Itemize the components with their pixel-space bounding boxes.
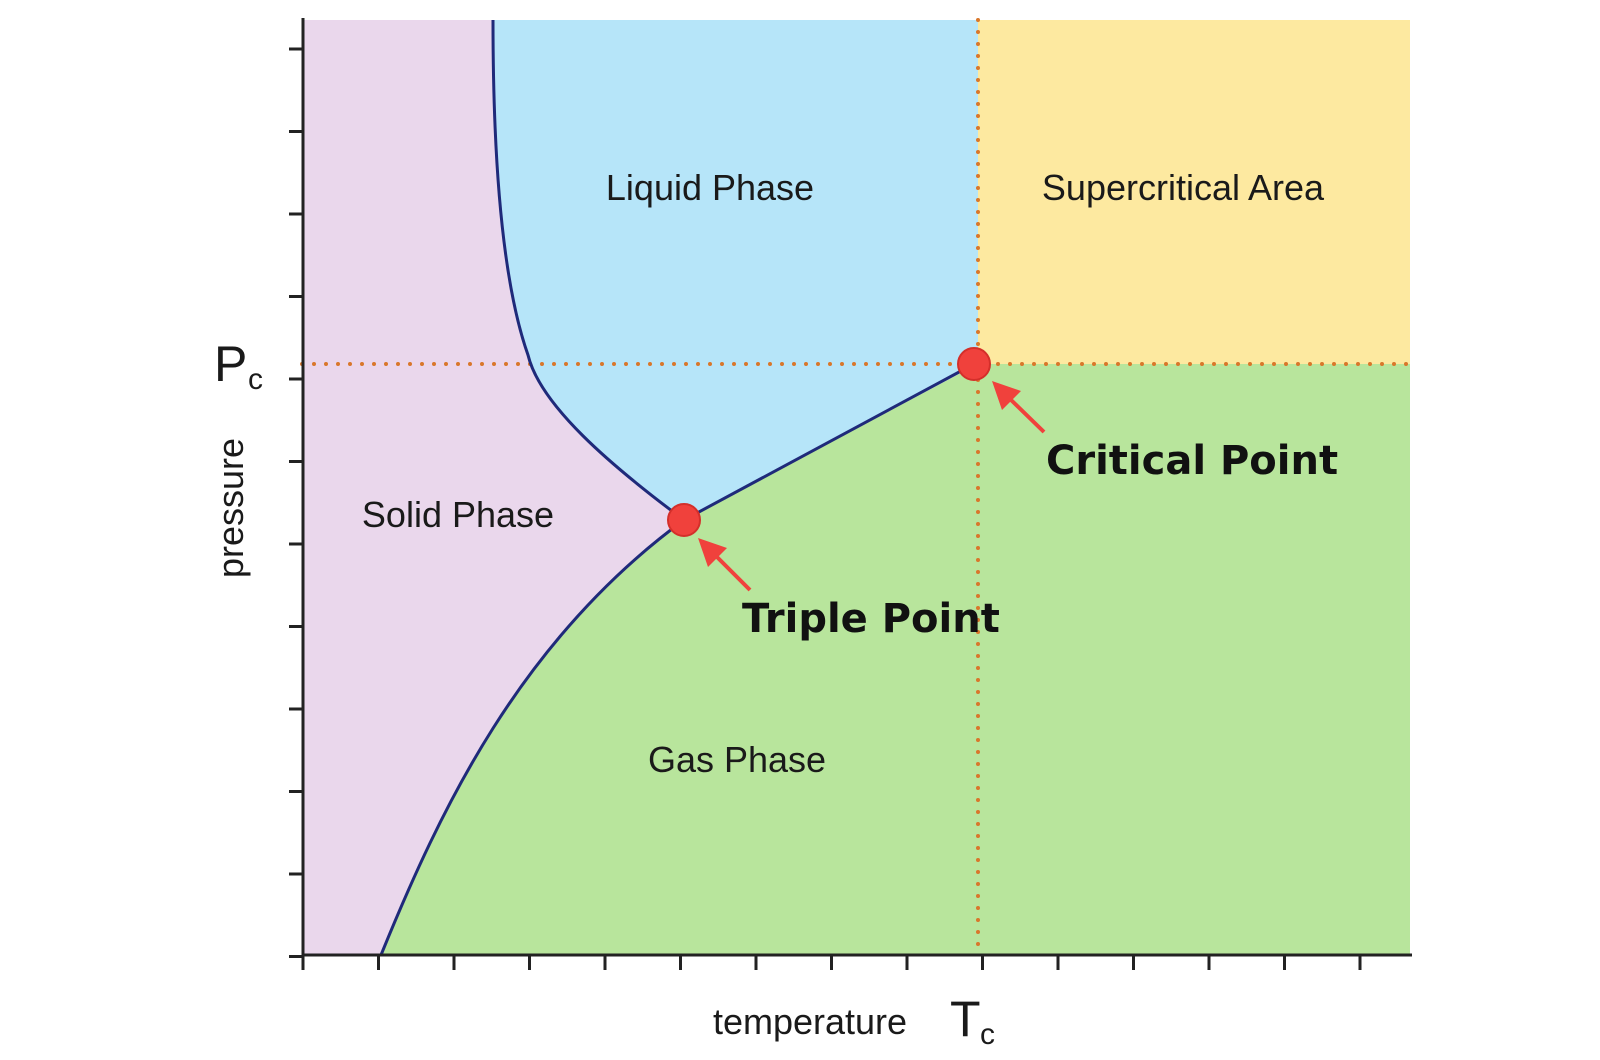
gas-phase-region xyxy=(381,364,1410,955)
critical-point-label: Critical Point xyxy=(1046,438,1338,484)
triple-point-arrow xyxy=(711,551,752,592)
pc-symbol: P xyxy=(214,336,247,392)
critical-point-arrow-head xyxy=(992,381,1021,410)
tc-symbol: T xyxy=(950,991,981,1047)
liquid-phase-label: Liquid Phase xyxy=(606,167,814,208)
pc-subscript: c xyxy=(248,363,263,396)
critical-point-arrow xyxy=(1005,394,1046,434)
liquid-phase-region xyxy=(493,20,978,520)
triple-point-marker xyxy=(667,503,701,537)
y-axis-ticks xyxy=(289,47,303,958)
y-axis-label: pressure xyxy=(210,438,251,578)
tc-subscript: c xyxy=(980,1018,995,1051)
critical-pressure-symbol: P c xyxy=(214,336,263,396)
axes xyxy=(289,18,1412,970)
triple-point-label: Triple Point xyxy=(742,596,1000,642)
critical-temperature-symbol: T c xyxy=(950,991,995,1051)
vaporization-curve xyxy=(683,362,975,522)
supercritical-area-label: Supercritical Area xyxy=(1042,167,1325,208)
supercritical-region xyxy=(978,20,1410,364)
callout-arrows xyxy=(698,381,1046,592)
gas-phase-label: Gas Phase xyxy=(648,739,826,780)
x-axis-ticks xyxy=(301,955,1362,970)
triple-point-arrow-head xyxy=(698,538,727,567)
critical-point-marker xyxy=(957,347,991,381)
solid-phase-label: Solid Phase xyxy=(362,494,554,535)
sublimation-curve xyxy=(379,518,685,956)
x-axis-label: temperature xyxy=(713,1001,907,1042)
melting-curve xyxy=(491,19,685,522)
